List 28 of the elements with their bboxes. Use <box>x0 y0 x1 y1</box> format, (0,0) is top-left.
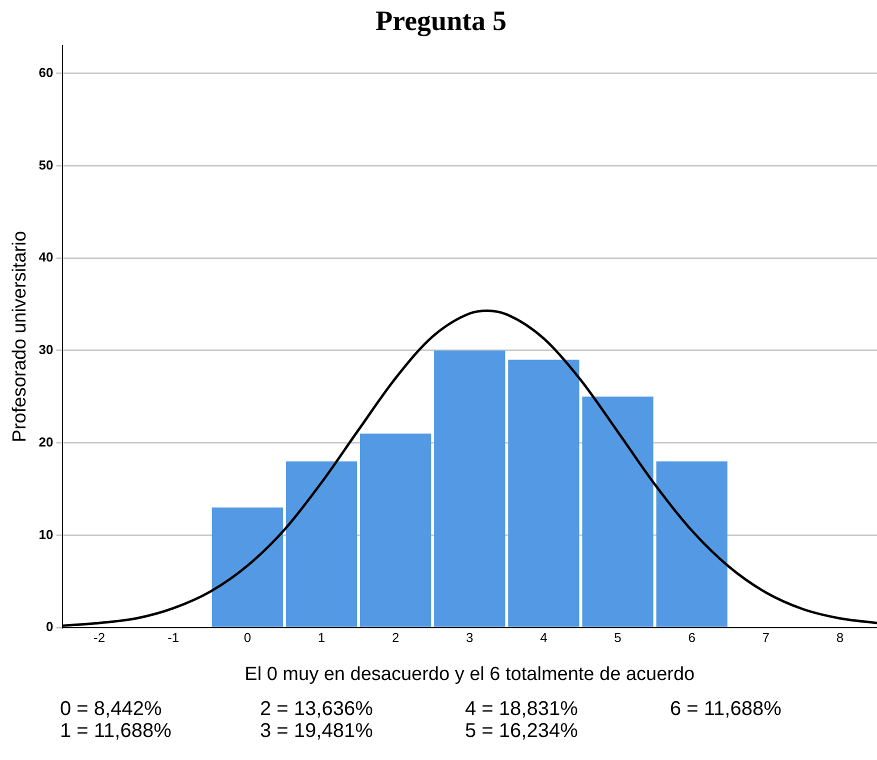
x-tick-label: 1 <box>318 630 326 645</box>
y-tick-label: 10 <box>38 526 54 542</box>
x-tick-label: -2 <box>94 630 106 645</box>
chart-title: Pregunta 5 <box>376 6 506 38</box>
x-axis-title: El 0 muy en desacuerdo y el 6 totalmente de acuerdo <box>244 664 695 685</box>
text: 5 = 16,234% <box>465 720 579 742</box>
y-tick-label: 20 <box>38 434 54 450</box>
x-tick-label: 6 <box>688 630 696 645</box>
text: 3 = 19,481% <box>260 720 374 742</box>
y-tick-label: 60 <box>38 64 54 80</box>
x-tick-label: 7 <box>762 630 770 645</box>
x-tick-label: -1 <box>168 630 180 645</box>
text: 4 = 18,831% <box>465 698 579 720</box>
x-tick-label: 8 <box>836 630 844 645</box>
x-tick-label: 4 <box>540 630 548 645</box>
y-tick-label: 50 <box>38 157 54 172</box>
x-tick-label: 2 <box>392 630 400 645</box>
text: 6 = 11,688% <box>670 698 782 720</box>
text: 2 = 13,636% <box>260 698 374 720</box>
text: 0 = 8,442% <box>60 698 163 720</box>
x-tick-label: 0 <box>244 630 252 645</box>
y-tick-label: 0 <box>46 619 54 634</box>
y-axis-title: Profesorado universitario <box>10 230 31 442</box>
y-tick-label: 40 <box>38 250 54 265</box>
x-tick-label: 3 <box>466 630 474 645</box>
text: 1 = 11,688% <box>60 720 172 742</box>
x-tick-label: 5 <box>614 630 622 645</box>
y-tick-label: 30 <box>38 342 54 358</box>
